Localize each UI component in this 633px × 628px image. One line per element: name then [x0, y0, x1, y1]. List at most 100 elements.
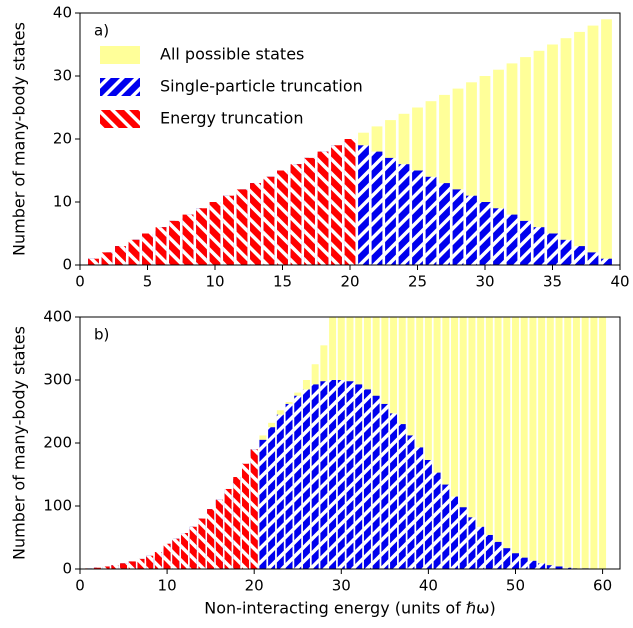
y-tick-label: 40	[53, 4, 72, 22]
bar	[250, 183, 261, 265]
x-axis-label: Non-interacting energy (units of ℏω)	[204, 599, 495, 618]
y-axis-label: Number of many-body states	[10, 22, 29, 256]
bar	[520, 317, 528, 569]
x-tick-label: 30	[332, 577, 351, 595]
bar	[137, 558, 145, 569]
panel-label: b)	[94, 326, 109, 344]
bar	[581, 317, 589, 569]
bar	[564, 317, 572, 569]
bar	[385, 157, 396, 265]
legend-label: Energy truncation	[160, 109, 303, 128]
bar	[493, 208, 504, 265]
bar	[163, 543, 171, 569]
bar	[433, 472, 441, 569]
bar	[485, 534, 493, 569]
bar	[346, 381, 354, 569]
x-tick-label: 50	[506, 577, 525, 595]
bar	[538, 563, 546, 569]
bar	[416, 317, 424, 569]
bar	[381, 403, 389, 569]
y-tick-label: 0	[62, 256, 72, 274]
bar	[189, 526, 197, 569]
bar	[601, 19, 612, 265]
bar	[363, 389, 371, 569]
bar	[263, 176, 275, 265]
bar	[407, 435, 415, 569]
bar	[587, 25, 599, 265]
bar	[506, 214, 518, 265]
bar	[154, 551, 162, 569]
bar	[398, 164, 410, 265]
bar	[529, 560, 537, 569]
bar	[355, 384, 363, 569]
bar	[439, 94, 450, 265]
plot-area	[85, 317, 607, 569]
bar	[233, 477, 241, 569]
bar	[479, 202, 491, 265]
bar	[468, 517, 476, 569]
bar	[459, 317, 467, 569]
bar	[574, 31, 585, 265]
bar	[358, 145, 369, 265]
bar	[277, 170, 288, 265]
bar	[311, 384, 319, 569]
bar	[372, 395, 380, 569]
bar	[142, 233, 153, 265]
bar	[493, 69, 504, 265]
bar	[196, 208, 207, 265]
y-tick-label: 200	[43, 434, 72, 452]
bar	[590, 317, 598, 569]
bar	[529, 317, 537, 569]
bar	[294, 395, 302, 569]
y-tick-label: 400	[43, 308, 72, 326]
bar	[320, 381, 328, 569]
bar	[512, 317, 519, 569]
bar	[546, 317, 554, 569]
bar	[546, 565, 554, 569]
bar	[337, 380, 345, 569]
bar	[574, 246, 585, 265]
bar	[128, 239, 140, 265]
bar	[101, 252, 113, 265]
x-tick-label: 40	[610, 273, 629, 291]
bar	[128, 561, 136, 569]
bar	[452, 189, 464, 265]
bar	[344, 139, 356, 265]
panel-label: a)	[94, 22, 109, 40]
bar	[102, 566, 110, 569]
bar	[564, 567, 572, 569]
plot-area	[88, 19, 612, 265]
bar	[224, 488, 232, 569]
bar	[169, 220, 180, 265]
bar	[520, 57, 531, 265]
bar	[209, 202, 221, 265]
bar	[494, 541, 502, 569]
bar	[155, 227, 167, 265]
bar	[111, 565, 119, 569]
bar	[433, 317, 441, 569]
bar	[459, 507, 467, 569]
bar	[468, 317, 476, 569]
y-tick-label: 0	[62, 560, 72, 578]
bar	[285, 403, 293, 569]
bar	[451, 496, 458, 569]
bar	[560, 239, 572, 265]
y-tick-label: 10	[53, 193, 72, 211]
legend-swatch	[100, 46, 140, 64]
x-tick-label: 60	[593, 577, 612, 595]
bar	[268, 427, 276, 569]
bar	[538, 317, 546, 569]
legend-swatch	[100, 110, 140, 128]
bar	[477, 526, 485, 569]
x-tick-label: 25	[408, 273, 427, 291]
bar	[533, 50, 545, 265]
bar	[120, 563, 128, 569]
bar	[452, 88, 464, 265]
x-tick-label: 35	[543, 273, 562, 291]
bar	[485, 317, 493, 569]
bar	[599, 317, 607, 569]
bar	[479, 76, 491, 265]
x-tick-label: 20	[340, 273, 359, 291]
x-tick-label: 15	[273, 273, 292, 291]
